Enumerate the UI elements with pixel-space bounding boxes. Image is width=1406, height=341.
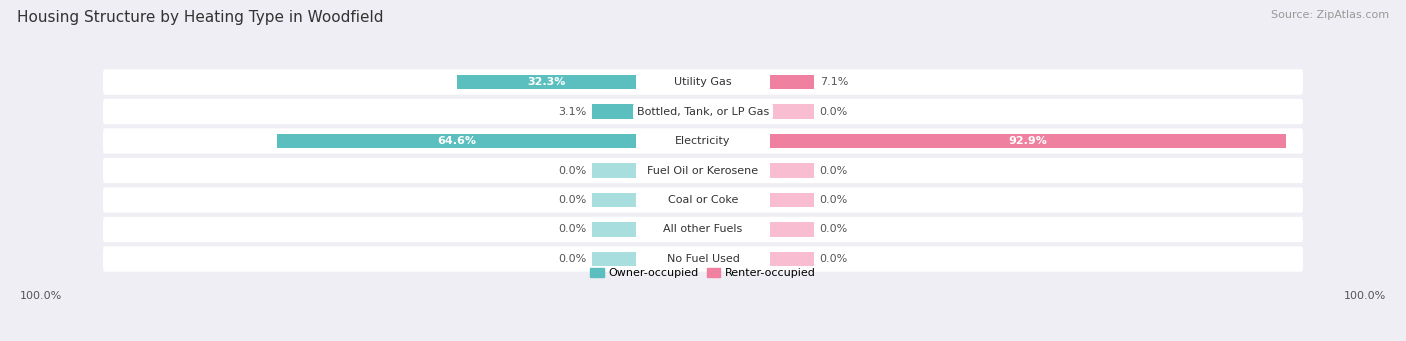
Bar (769, 163, 814, 178)
Text: 92.9%: 92.9% (1008, 136, 1047, 146)
Text: Source: ZipAtlas.com: Source: ZipAtlas.com (1271, 10, 1389, 20)
Text: No Fuel Used: No Fuel Used (666, 254, 740, 264)
Text: 0.0%: 0.0% (558, 254, 586, 264)
Text: 0.0%: 0.0% (820, 254, 848, 264)
Text: 32.3%: 32.3% (527, 77, 565, 87)
FancyBboxPatch shape (103, 217, 1303, 242)
Bar (592, 163, 637, 178)
Text: 0.0%: 0.0% (820, 224, 848, 235)
Text: All other Fuels: All other Fuels (664, 224, 742, 235)
FancyBboxPatch shape (103, 69, 1303, 95)
Bar (769, 104, 814, 119)
Text: Bottled, Tank, or LP Gas: Bottled, Tank, or LP Gas (637, 106, 769, 117)
Bar (769, 222, 814, 237)
Legend: Owner-occupied, Renter-occupied: Owner-occupied, Renter-occupied (591, 268, 815, 279)
FancyBboxPatch shape (103, 99, 1303, 124)
Bar (592, 222, 637, 237)
Bar (277, 134, 637, 148)
Text: 100.0%: 100.0% (1344, 292, 1386, 301)
Bar (769, 134, 1286, 148)
Text: 64.6%: 64.6% (437, 136, 477, 146)
FancyBboxPatch shape (103, 128, 1303, 154)
FancyBboxPatch shape (103, 187, 1303, 213)
Text: 0.0%: 0.0% (820, 195, 848, 205)
Bar (769, 252, 814, 266)
Text: Housing Structure by Heating Type in Woodfield: Housing Structure by Heating Type in Woo… (17, 10, 384, 25)
Text: Utility Gas: Utility Gas (675, 77, 731, 87)
Text: 0.0%: 0.0% (558, 195, 586, 205)
Bar (592, 193, 637, 207)
Text: 0.0%: 0.0% (820, 165, 848, 176)
Text: 100.0%: 100.0% (20, 292, 62, 301)
Bar (769, 193, 814, 207)
Text: 0.0%: 0.0% (558, 165, 586, 176)
Text: 0.0%: 0.0% (558, 224, 586, 235)
Bar (457, 75, 637, 89)
Text: 7.1%: 7.1% (820, 77, 848, 87)
Text: 3.1%: 3.1% (558, 106, 586, 117)
Text: 0.0%: 0.0% (820, 106, 848, 117)
Text: Electricity: Electricity (675, 136, 731, 146)
FancyBboxPatch shape (103, 158, 1303, 183)
Text: Fuel Oil or Kerosene: Fuel Oil or Kerosene (647, 165, 759, 176)
Bar (592, 104, 637, 119)
Bar (592, 252, 637, 266)
FancyBboxPatch shape (103, 246, 1303, 272)
Bar (769, 75, 814, 89)
Text: Coal or Coke: Coal or Coke (668, 195, 738, 205)
